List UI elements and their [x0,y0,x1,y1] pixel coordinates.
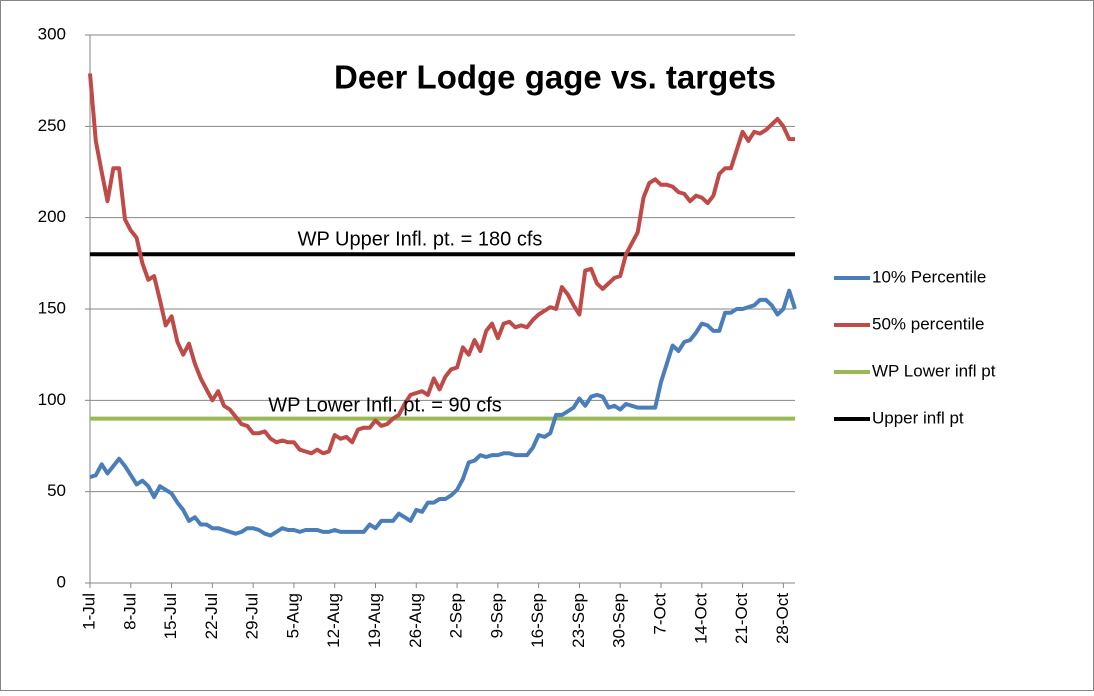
legend-label: WP Lower infl pt [872,361,996,380]
y-tick-label: 0 [57,572,66,591]
x-tick-label: 1-Jul [79,593,98,630]
legend-label: 10% Percentile [872,267,986,286]
legend-label: Upper infl pt [872,408,964,427]
annotation: WP Upper Infl. pt. = 180 cfs [298,228,543,250]
x-tick-label: 2-Sep [447,593,466,638]
x-tick-label: 29-Jul [243,593,262,639]
chart-title: Deer Lodge gage vs. targets [334,59,776,96]
annotation: WP Lower Infl. pt. = 90 cfs [268,394,502,416]
x-tick-label: 9-Sep [487,593,506,638]
legend-label: 50% percentile [872,314,984,333]
x-tick-label: 26-Aug [406,593,425,648]
x-tick-label: 12-Aug [324,593,343,648]
x-tick-label: 16-Sep [528,593,547,648]
x-tick-label: 30-Sep [610,593,629,648]
x-tick-label: 5-Aug [283,593,302,638]
x-tick-label: 19-Aug [365,593,384,648]
y-tick-label: 250 [38,116,66,135]
y-tick-label: 300 [38,24,66,43]
y-tick-label: 50 [47,481,66,500]
y-tick-label: 200 [38,207,66,226]
y-tick-label: 150 [38,298,66,317]
series-line [88,73,795,456]
x-tick-label: 21-Oct [732,593,751,644]
x-tick-label: 23-Sep [569,593,588,648]
x-tick-label: 14-Oct [691,593,710,644]
x-tick-label: 7-Oct [650,593,669,635]
x-tick-label: 28-Oct [773,593,792,644]
x-tick-label: 15-Jul [161,593,180,639]
x-tick-label: 8-Jul [120,593,139,630]
y-tick-label: 100 [38,390,66,409]
x-tick-label: 22-Jul [202,593,221,639]
series-line [89,288,797,538]
